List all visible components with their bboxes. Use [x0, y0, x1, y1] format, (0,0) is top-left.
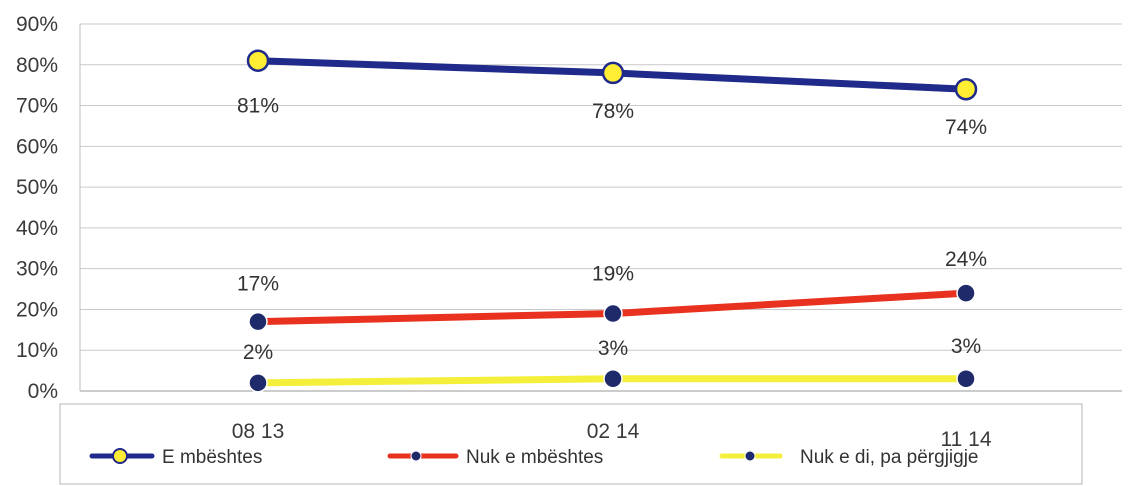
x-tick-label: 08 13	[232, 420, 285, 443]
legend-marker	[410, 450, 422, 462]
data-point	[248, 311, 268, 332]
data-label: 74%	[945, 116, 987, 139]
data-label: 17%	[237, 273, 279, 296]
legend-item: Nuk e mbështes	[387, 447, 603, 468]
data-label: 81%	[237, 95, 279, 118]
y-tick-label: 40%	[16, 217, 58, 240]
data-labels: 81% 78% 74% 17% 19% 24% 2% 3% 3%	[237, 95, 987, 364]
series-markers	[246, 49, 978, 393]
y-axis: 0% 10% 20% 30% 40% 50% 60% 70% 80% 90%	[16, 13, 58, 403]
data-label: 78%	[592, 100, 634, 123]
y-tick-label: 90%	[16, 13, 58, 36]
legend-label: Nuk e di, pa përgjigje	[800, 447, 979, 468]
data-label: 3%	[598, 337, 628, 360]
y-tick-label: 0%	[28, 380, 58, 403]
legend-item: E mbështes	[89, 447, 262, 468]
legend: E mbështes Nuk e mbështes Nuk e di, pa për…	[59, 403, 1083, 485]
legend-label: Nuk e mbështes	[466, 447, 603, 468]
legend-box	[59, 403, 1083, 485]
data-point	[954, 77, 978, 101]
data-label: 19%	[592, 263, 634, 286]
y-tick-label: 60%	[16, 135, 58, 158]
y-tick-label: 10%	[16, 339, 58, 362]
x-tick-label: 02 14	[587, 420, 640, 443]
data-point	[601, 61, 625, 85]
y-tick-label: 30%	[16, 258, 58, 281]
y-tick-label: 80%	[16, 54, 58, 77]
data-label: 2%	[243, 341, 273, 364]
data-point	[603, 369, 623, 389]
data-label: 3%	[951, 335, 981, 358]
data-point	[246, 49, 270, 72]
legend-marker	[744, 450, 756, 462]
gridlines	[79, 23, 1122, 392]
legend-item: Nuk e di, pa përgjigje	[719, 447, 979, 468]
y-tick-label: 50%	[16, 176, 58, 199]
x-tick-label: 11 14	[941, 428, 992, 451]
data-point	[248, 373, 268, 393]
y-tick-label: 20%	[16, 298, 58, 321]
data-label: 24%	[945, 248, 987, 271]
legend-marker	[112, 448, 128, 464]
x-axis-labels: 08 13 02 14 11 14	[232, 420, 992, 451]
legend-label: E mbështes	[162, 447, 262, 468]
y-tick-label: 70%	[16, 95, 58, 118]
data-point	[956, 283, 976, 303]
data-point	[956, 369, 976, 389]
data-point	[603, 303, 623, 324]
